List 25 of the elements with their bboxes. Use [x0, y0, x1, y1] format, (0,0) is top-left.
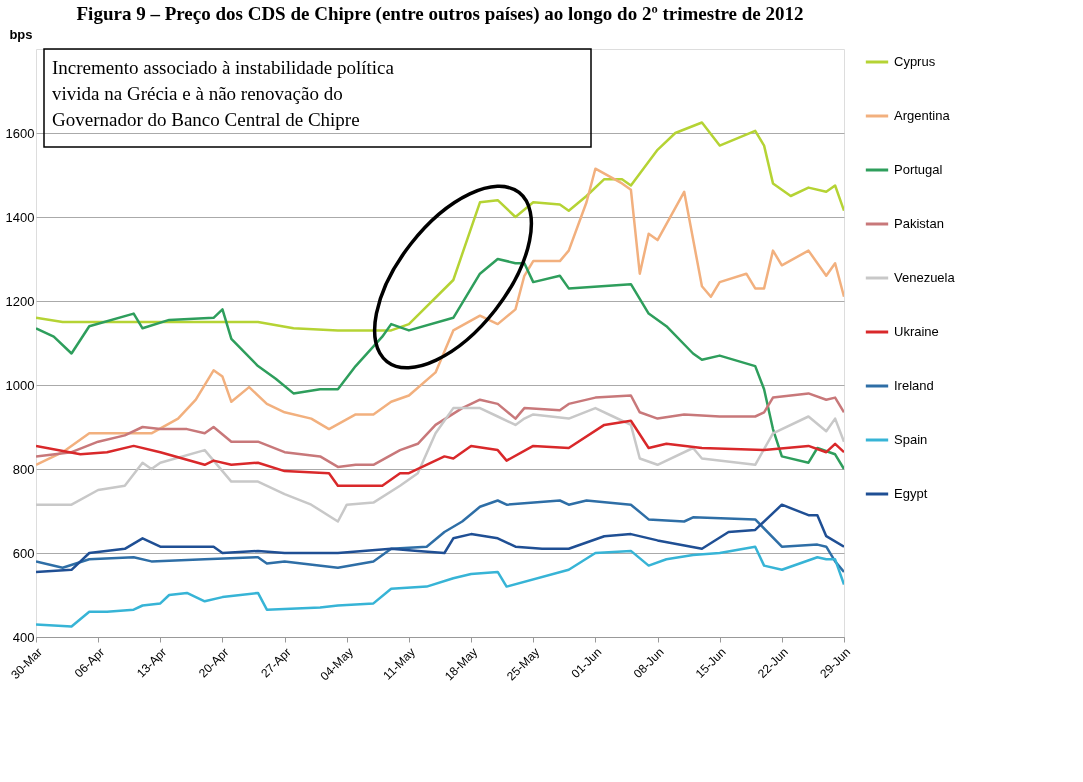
- y-tick-label: 800: [12, 461, 35, 477]
- legend-label: Pakistan: [894, 216, 944, 231]
- y-tick-label: 1600: [5, 125, 35, 141]
- legend-label: Egypt: [894, 486, 928, 501]
- legend-label: Ukraine: [894, 324, 939, 339]
- line-series: [36, 545, 844, 628]
- line-series: [36, 406, 844, 523]
- line-series: [36, 257, 844, 471]
- y-axis-title: bps: [9, 26, 33, 42]
- legend-label: Argentina: [894, 108, 951, 123]
- legend-label: Ireland: [894, 378, 934, 393]
- annotation: Incremento associado à instabilidade política vivida na Grécia e à não renovação do Governador do Banco Central de Chipre: [52, 57, 395, 130]
- line-series: [36, 419, 844, 488]
- y-tick-label: 1200: [5, 293, 35, 309]
- y-tick-label: 400: [12, 629, 35, 645]
- chart-title: Figura 9 – Preço dos CDS de Chipre (entre outros países) ao longo do 2º trimestre de 2012: [76, 3, 804, 25]
- legend-label: Portugal: [894, 162, 943, 177]
- y-tick-label: 1400: [5, 209, 35, 225]
- y-tick-label: 1000: [5, 377, 35, 393]
- legend-label: Cyprus: [894, 54, 936, 69]
- y-tick-label: 600: [12, 545, 35, 561]
- line-series: [36, 392, 844, 469]
- legend-label: Venezuela: [894, 270, 956, 285]
- line-series: [36, 167, 844, 467]
- legend-label: Spain: [894, 432, 928, 447]
